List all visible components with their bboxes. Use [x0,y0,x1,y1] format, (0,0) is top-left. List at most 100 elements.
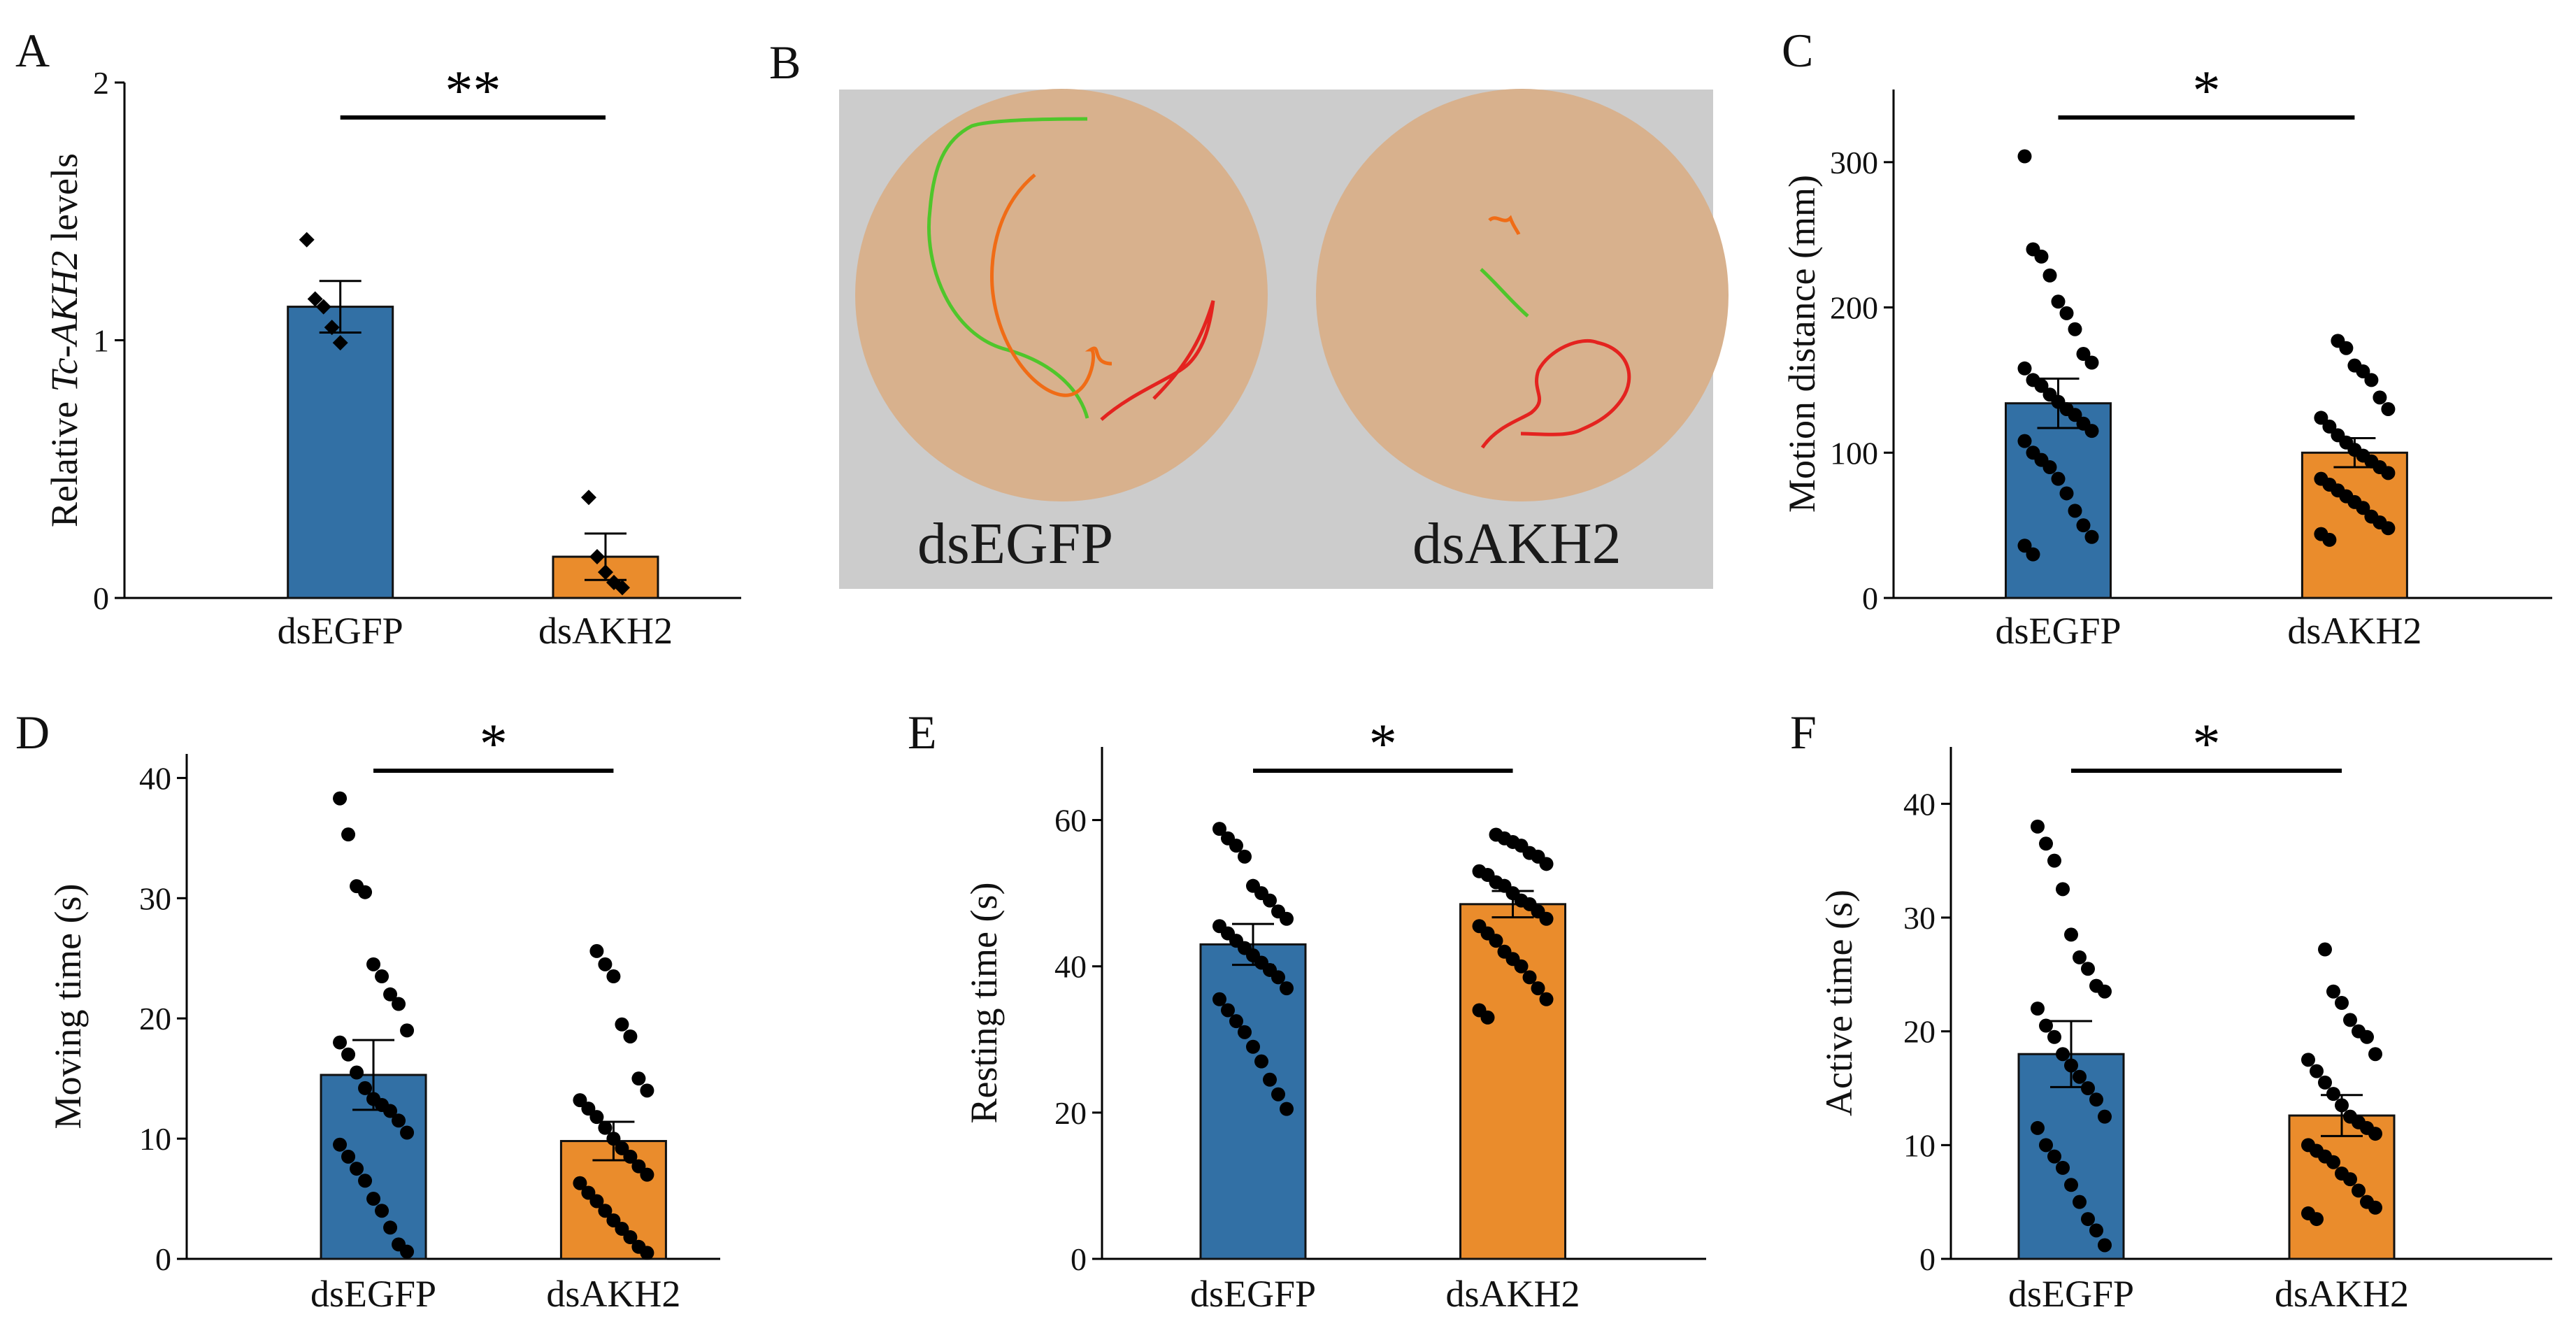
data-point [623,1029,638,1043]
data-point [2047,853,2061,868]
data-point [2381,401,2396,416]
significance-stars: * [480,713,508,775]
data-point [2089,1223,2103,1238]
data-point [598,1204,613,1218]
data-point [315,299,331,315]
data-point [333,791,348,806]
data-point [1254,1054,1268,1069]
track-red-egfp [1100,300,1215,421]
track-green-akh2 [1480,268,1529,318]
data-point [2084,424,2099,439]
data-point [383,1104,398,1118]
data-point [2059,486,2074,501]
data-point [1212,992,1226,1006]
category-label: dsEGFP [278,610,403,652]
data-point [615,1017,629,1032]
y-tick-label: 40 [1054,949,1087,985]
data-point [1522,970,1537,985]
data-point [2068,322,2082,336]
arena-dsakh2 [1316,89,1729,501]
data-point [1280,1102,1294,1116]
chart-panel-a: A 0 1 2 Relative Tc-AKH2 levels dsEGFP dsAKH2 *… [15,24,741,652]
data-point [1238,1025,1252,1039]
data-point [2318,1075,2332,1090]
data-point [350,1065,364,1080]
data-point [2073,1069,2087,1084]
chart-panel-f: F 0 10 20 30 40 Active time (s) dsEGFP dsAKH2 * [1790,706,2552,1315]
data-point [1280,911,1294,926]
y-tick-label: 10 [1903,1127,1935,1163]
data-point [2368,1047,2382,1062]
data-point [1539,911,1554,926]
data-point [383,987,398,1001]
chart-panel-e: E 0 20 40 60 Resting time (s) dsEGFP dsAKH2 * [908,706,1706,1315]
data-point [2360,1029,2374,1044]
data-point [1246,1039,1260,1054]
data-point [375,969,389,984]
data-point [2017,149,2032,164]
data-point [2098,1109,2112,1124]
bar-dsegfp [2017,1053,2125,1260]
y-tick-label: 20 [1054,1095,1087,1131]
y-tick-label: 40 [1903,786,1935,822]
category-label: dsEGFP [310,1273,436,1315]
data-point [358,1081,373,1095]
data-point [631,1071,646,1086]
data-point [2081,962,2095,976]
data-point [2089,1092,2103,1107]
data-point [640,1083,654,1098]
track-green-egfp [927,117,1089,419]
data-point [2084,355,2099,370]
category-label: dsAKH2 [2287,610,2421,652]
y-axis-label: Resting time (s) [963,883,1005,1124]
data-point [2314,411,2328,425]
data-point [1514,959,1529,974]
data-point [589,1110,604,1125]
data-point [2373,390,2387,405]
data-point [598,957,613,971]
data-point [2051,294,2066,309]
data-point [375,1204,389,1218]
data-point [623,1230,638,1245]
y-tick-label: 200 [1830,290,1878,326]
data-point [2322,532,2337,547]
data-point [2047,1149,2061,1164]
data-point [606,1132,621,1146]
data-point [1539,857,1554,871]
data-point [1212,822,1226,836]
y-tick-label: 100 [1830,435,1878,471]
data-point [2343,1172,2357,1187]
data-point [2301,1053,2315,1067]
data-point [400,1125,415,1140]
panel-label: F [1790,706,1817,759]
data-point [2356,364,2370,378]
data-point [307,291,323,307]
data-point [2356,501,2370,515]
data-point [2068,408,2082,422]
data-point [400,1244,415,1259]
data-point [392,997,406,1011]
data-point [2051,471,2066,486]
data-point [358,885,373,899]
data-point [1480,1010,1495,1025]
panel-label: C [1782,24,1813,77]
panel-label: E [908,706,937,759]
panel-label: D [15,706,50,759]
data-point [1271,1087,1285,1102]
data-point [2098,1238,2112,1253]
data-point [640,1246,654,1260]
category-label: dsEGFP [1190,1273,1316,1315]
data-point [589,549,605,565]
y-axis-label: Active time (s) [1818,890,1860,1116]
data-point [2017,361,2032,376]
data-point [2039,836,2053,851]
y-tick-label: 1 [93,323,109,359]
data-point [2343,1013,2357,1027]
data-point [332,335,348,351]
data-point [2017,434,2032,448]
y-tick-label: 40 [139,760,171,796]
data-point [2056,1047,2070,1062]
data-point [623,1149,638,1164]
significance-stars: ** [445,60,501,122]
